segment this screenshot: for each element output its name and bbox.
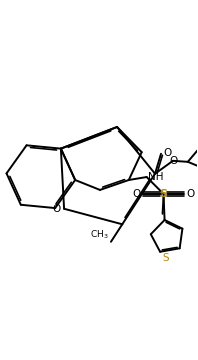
Text: O: O <box>53 204 61 214</box>
Text: S: S <box>163 253 169 264</box>
Text: O: O <box>163 148 172 158</box>
Text: O: O <box>170 156 178 166</box>
Text: S: S <box>160 189 168 199</box>
Text: O: O <box>187 189 195 199</box>
Text: O: O <box>132 189 140 199</box>
Text: NH: NH <box>148 172 164 182</box>
Text: CH$_3$: CH$_3$ <box>90 228 109 241</box>
